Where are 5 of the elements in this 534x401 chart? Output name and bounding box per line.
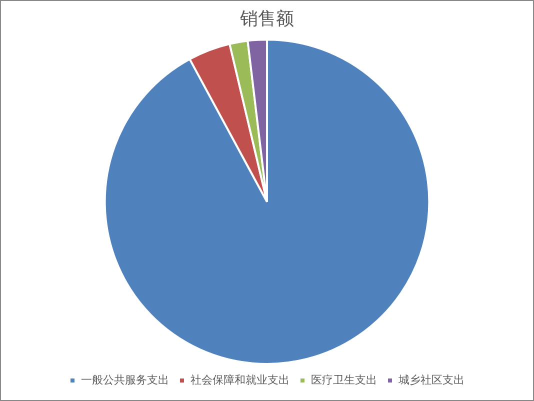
legend-label: 城乡社区支出	[398, 373, 464, 386]
legend-label: 一般公共服务支出	[81, 373, 169, 386]
legend-label: 社会保障和就业支出	[190, 373, 290, 386]
chart-title: 销售额	[239, 8, 294, 30]
legend-label: 医疗卫生支出	[311, 373, 377, 386]
